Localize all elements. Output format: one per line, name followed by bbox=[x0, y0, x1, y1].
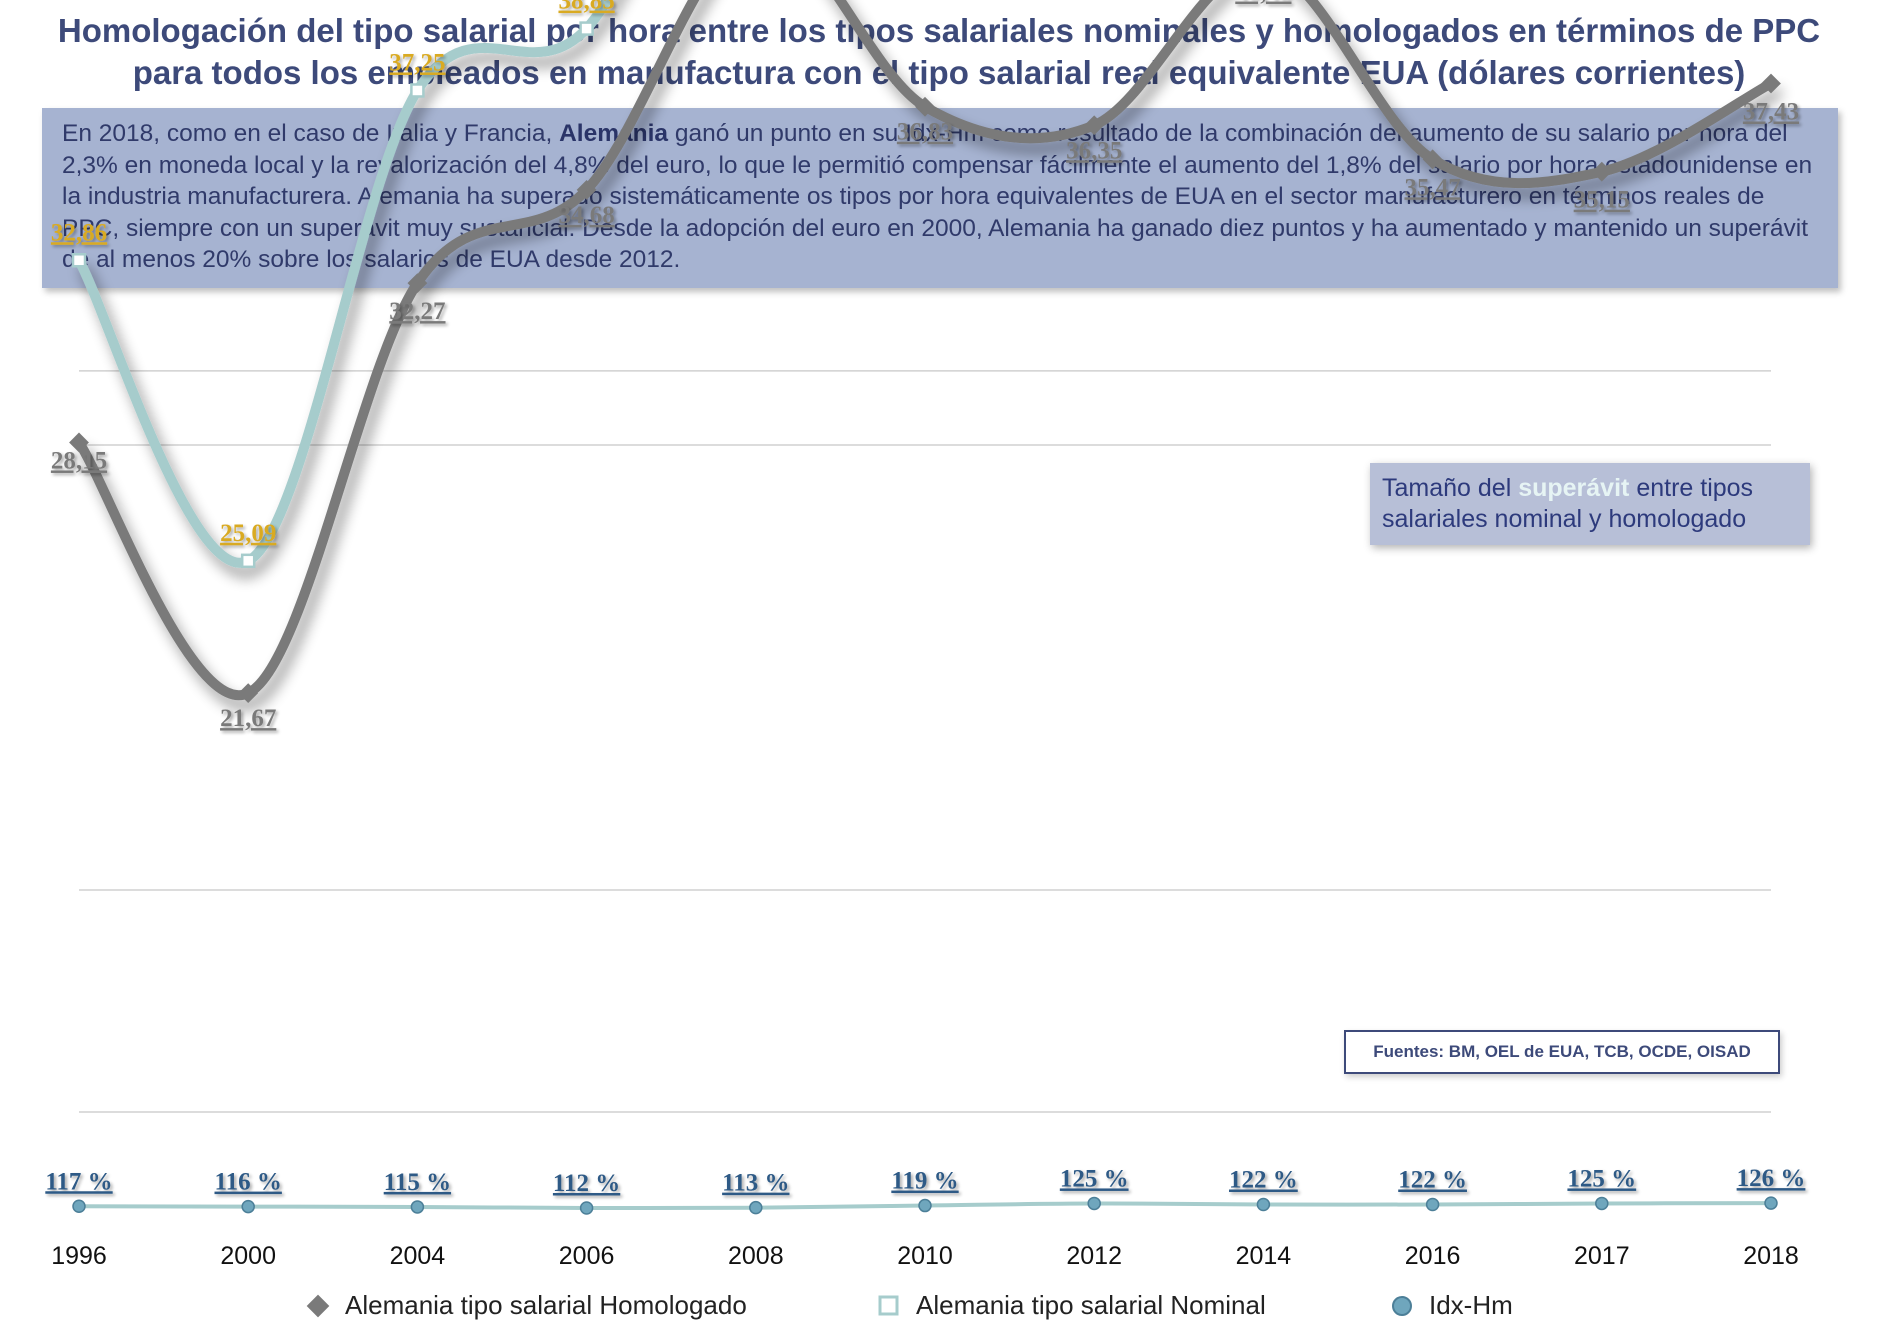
homologado-data-label: 35,47 bbox=[1404, 174, 1460, 201]
homologado-data-label: 40,48 bbox=[1235, 0, 1291, 6]
nominal-line bbox=[74, 0, 613, 568]
homologado-point bbox=[69, 432, 89, 453]
homologado-data-label: 28,15 bbox=[51, 447, 107, 474]
idx-data-label: 125 % bbox=[1060, 1165, 1129, 1192]
legend-label-homologado: Alemania tipo salarial Homologado bbox=[345, 1290, 747, 1320]
square-marker-icon bbox=[878, 1295, 899, 1315]
idx-data-label: 126 % bbox=[1737, 1165, 1806, 1192]
chart-title: Homologación del tipo salarial por hora … bbox=[57, 12, 1821, 91]
diamond-marker-icon bbox=[306, 1294, 330, 1317]
homologado-point bbox=[1084, 115, 1105, 136]
idx-data-label: 119 % bbox=[891, 1168, 958, 1195]
homologado-data-label: 37,43 bbox=[1743, 99, 1799, 126]
idx-point bbox=[1087, 1196, 1101, 1211]
x-tick-label: 2006 bbox=[559, 1242, 615, 1270]
homologado-data-label: 21,67 bbox=[220, 705, 276, 732]
idx-point bbox=[1425, 1197, 1440, 1212]
x-tick-label: 2014 bbox=[1236, 1242, 1292, 1270]
nominal-data-label: 37,25 bbox=[389, 49, 445, 76]
x-tick-label: 2010 bbox=[897, 1242, 953, 1270]
idx-data-label: 122 % bbox=[1229, 1167, 1298, 1194]
nominal-point bbox=[240, 553, 256, 569]
idx-point bbox=[1764, 1196, 1778, 1210]
x-tick-label: 1996 bbox=[51, 1242, 107, 1270]
x-tick-label: 2000 bbox=[220, 1242, 276, 1270]
legend-item-idx: Idx-Hm bbox=[1389, 1290, 1513, 1321]
idx-data-label: 122 % bbox=[1398, 1167, 1467, 1194]
x-tick-label: 2018 bbox=[1743, 1242, 1799, 1270]
nominal-data-label: 38,85 bbox=[558, 0, 614, 15]
legend-label-nominal: Alemania tipo salarial Nominal bbox=[916, 1290, 1266, 1320]
intro-text-box: En 2018, como en el caso de Italia y Fra… bbox=[42, 108, 1838, 288]
note-text-post: entre tipos salariales nominal y homolog… bbox=[1382, 474, 1754, 533]
line-chart: 28,1521,6732,2734,6841,4236,8336,3540,48… bbox=[45, 0, 1806, 1270]
legend-item-nominal: Alemania tipo salarial Nominal bbox=[876, 1290, 1266, 1321]
homologado-data-label: 36,83 bbox=[897, 119, 953, 146]
idx-data-label: 113 % bbox=[722, 1170, 789, 1197]
x-tick-label: 2016 bbox=[1405, 1242, 1461, 1270]
x-tick-label: 2008 bbox=[728, 1242, 784, 1270]
note-text-pre: Tamaño del bbox=[1382, 474, 1519, 502]
idx-point bbox=[918, 1198, 932, 1213]
nominal-point bbox=[71, 253, 87, 268]
idx-data-label: 112 % bbox=[553, 1170, 620, 1197]
homologado-point bbox=[1761, 73, 1781, 94]
idx-data-label: 125 % bbox=[1567, 1165, 1636, 1192]
intro-highlight-alemania: Alemania bbox=[559, 120, 669, 147]
homologado-data-label: 36,35 bbox=[1066, 137, 1122, 164]
intro-text-part2: ganó un punto en su Idx-Hm como resultad… bbox=[62, 120, 1813, 273]
legend-item-homologado: Alemania tipo salarial Homologado bbox=[305, 1290, 747, 1321]
homologado-data-label: 32,27 bbox=[389, 298, 445, 325]
nominal-data-label: 32,86 bbox=[51, 219, 107, 246]
idx-point bbox=[1595, 1196, 1609, 1211]
nominal-data-label: 25,09 bbox=[220, 520, 276, 547]
legend-label-idx: Idx-Hm bbox=[1429, 1290, 1513, 1320]
idx-point bbox=[579, 1201, 594, 1215]
homologado-data-label: 35,15 bbox=[1574, 187, 1630, 214]
idx-point bbox=[72, 1199, 86, 1213]
sources-box: Fuentes: BM, OEL de EUA, TCB, OCDE, OISA… bbox=[1344, 1030, 1780, 1074]
nominal-point bbox=[410, 83, 425, 98]
idx-data-label: 116 % bbox=[215, 1169, 282, 1196]
idx-data-label: 117 % bbox=[45, 1168, 112, 1195]
idx-point bbox=[1256, 1197, 1271, 1212]
homologado-point bbox=[1591, 161, 1612, 182]
idx-data-label: 115 % bbox=[384, 1169, 451, 1196]
intro-text-part1: En 2018, como en el caso de Italia y Fra… bbox=[62, 120, 560, 147]
idx-point bbox=[241, 1199, 255, 1214]
x-tick-label: 2004 bbox=[390, 1242, 446, 1270]
note-highlight: superávit bbox=[1518, 474, 1630, 502]
x-tick-label: 2012 bbox=[1066, 1242, 1122, 1270]
homologado-point bbox=[1422, 149, 1443, 170]
x-tick-label: 2017 bbox=[1574, 1242, 1630, 1270]
surplus-note: Tamaño del superávit entre tipos salaria… bbox=[1370, 463, 1810, 545]
homologado-data-label: 34,68 bbox=[558, 202, 614, 229]
idx-point bbox=[749, 1200, 763, 1215]
homologado-point bbox=[407, 273, 428, 293]
circle-marker-icon bbox=[1392, 1295, 1412, 1316]
idx-point bbox=[410, 1200, 425, 1214]
nominal-point bbox=[579, 21, 594, 36]
legend: Alemania tipo salarial Homologado Aleman… bbox=[0, 1290, 1878, 1330]
